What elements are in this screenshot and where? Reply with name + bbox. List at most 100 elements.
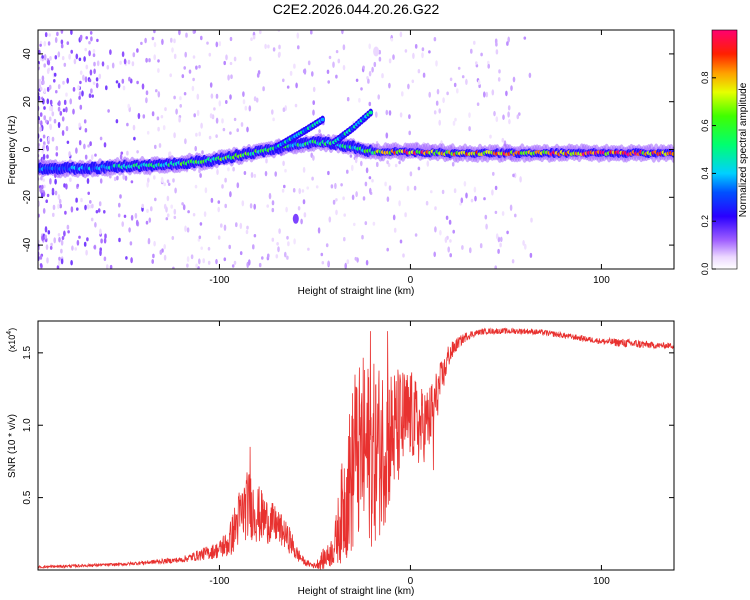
noise-point — [55, 90, 58, 94]
noise-point — [528, 72, 532, 79]
noise-point — [135, 219, 139, 227]
noise-point — [340, 183, 343, 187]
noise-point — [306, 186, 310, 190]
noise-point — [68, 53, 71, 60]
noise-point — [422, 72, 426, 78]
noise-point — [507, 111, 510, 118]
noise-point — [41, 55, 44, 59]
noise-point — [354, 157, 358, 164]
noise-point — [296, 32, 300, 39]
noise-point — [90, 154, 94, 161]
noise-point — [39, 112, 43, 117]
noise-point — [364, 221, 368, 226]
noise-point — [434, 206, 437, 211]
noise-point — [293, 63, 296, 69]
noise-point — [195, 132, 198, 137]
noise-point — [98, 201, 102, 207]
noise-point — [312, 155, 315, 161]
noise-point — [434, 226, 437, 233]
noise-point — [264, 170, 268, 177]
noise-point — [64, 210, 67, 215]
noise-point — [303, 212, 307, 218]
noise-point — [145, 220, 149, 225]
noise-point — [81, 90, 84, 97]
noise-point — [252, 34, 256, 40]
noise-point — [166, 179, 170, 184]
noise-point — [483, 197, 486, 201]
noise-point — [88, 93, 92, 98]
noise-point — [325, 243, 329, 248]
noise-point — [297, 45, 300, 50]
noise-point — [206, 41, 209, 45]
noise-point — [59, 203, 62, 209]
noise-point — [72, 87, 76, 92]
noise-point — [506, 41, 509, 46]
noise-point — [154, 197, 157, 202]
y-tick-label: 40 — [22, 48, 33, 60]
noise-point — [444, 237, 448, 243]
x-tick-label: 100 — [593, 275, 610, 286]
noise-point — [469, 247, 472, 254]
noise-point — [512, 76, 516, 83]
noise-point — [50, 242, 53, 247]
noise-point — [506, 230, 509, 235]
noise-point — [99, 178, 103, 184]
noise-point — [484, 214, 488, 220]
noise-point — [73, 58, 77, 65]
noise-point — [83, 241, 87, 247]
noise-point — [78, 122, 81, 128]
noise-point — [468, 112, 471, 118]
noise-point — [473, 186, 477, 193]
noise-point — [342, 44, 346, 51]
noise-point — [491, 189, 494, 196]
noise-point — [256, 73, 260, 78]
noise-point — [483, 91, 486, 98]
noise-point — [377, 94, 381, 100]
noise-point — [147, 237, 151, 245]
noise-point — [40, 176, 43, 181]
noise-point — [43, 106, 46, 110]
noise-point — [207, 260, 211, 265]
noise-point — [160, 176, 164, 184]
noise-point — [388, 58, 392, 64]
noise-point — [97, 208, 101, 213]
noise-point — [86, 237, 89, 242]
noise-point — [409, 171, 413, 177]
noise-point — [245, 229, 249, 235]
noise-point — [118, 237, 121, 243]
noise-point — [157, 91, 161, 98]
y-tick-label: 1.0 — [22, 418, 33, 432]
noise-point — [332, 61, 335, 68]
noise-point — [502, 114, 505, 120]
noise-point — [261, 256, 264, 260]
noise-point — [84, 47, 87, 52]
noise-point — [456, 88, 459, 94]
noise-point — [231, 264, 235, 268]
noise-point — [404, 212, 407, 218]
noise-point — [93, 68, 96, 75]
noise-point — [62, 80, 65, 85]
y-tick-label: 0.5 — [22, 490, 33, 504]
noise-point — [229, 94, 232, 100]
noise-point — [109, 264, 113, 269]
noise-point — [362, 196, 366, 201]
noise-point — [425, 200, 429, 206]
noise-point — [328, 216, 332, 223]
noise-point — [173, 215, 177, 220]
noise-point — [119, 194, 122, 199]
noise-point — [60, 258, 64, 265]
noise-point — [115, 80, 119, 84]
noise-point — [473, 40, 476, 45]
noise-point — [495, 116, 499, 123]
noise-point — [83, 119, 87, 124]
noise-point — [78, 140, 82, 146]
noise-point — [98, 73, 102, 80]
noise-point — [317, 227, 321, 234]
noise-point — [346, 259, 350, 265]
noise-point — [312, 109, 315, 116]
noise-point — [47, 41, 51, 46]
colorbar-scale — [711, 29, 738, 270]
noise-point — [408, 114, 411, 119]
noise-point — [68, 151, 71, 157]
noise-point — [184, 138, 187, 145]
